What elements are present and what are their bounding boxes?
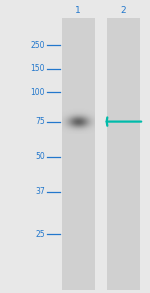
Text: 2: 2 — [120, 6, 126, 15]
Text: 1: 1 — [75, 6, 81, 15]
Text: 50: 50 — [35, 152, 45, 161]
Text: 25: 25 — [35, 230, 45, 239]
Text: 100: 100 — [30, 88, 45, 97]
Text: 37: 37 — [35, 188, 45, 196]
Text: 250: 250 — [30, 41, 45, 50]
Text: 150: 150 — [30, 64, 45, 73]
Bar — [106, 18, 140, 290]
Text: 75: 75 — [35, 117, 45, 126]
Bar — [61, 18, 94, 290]
